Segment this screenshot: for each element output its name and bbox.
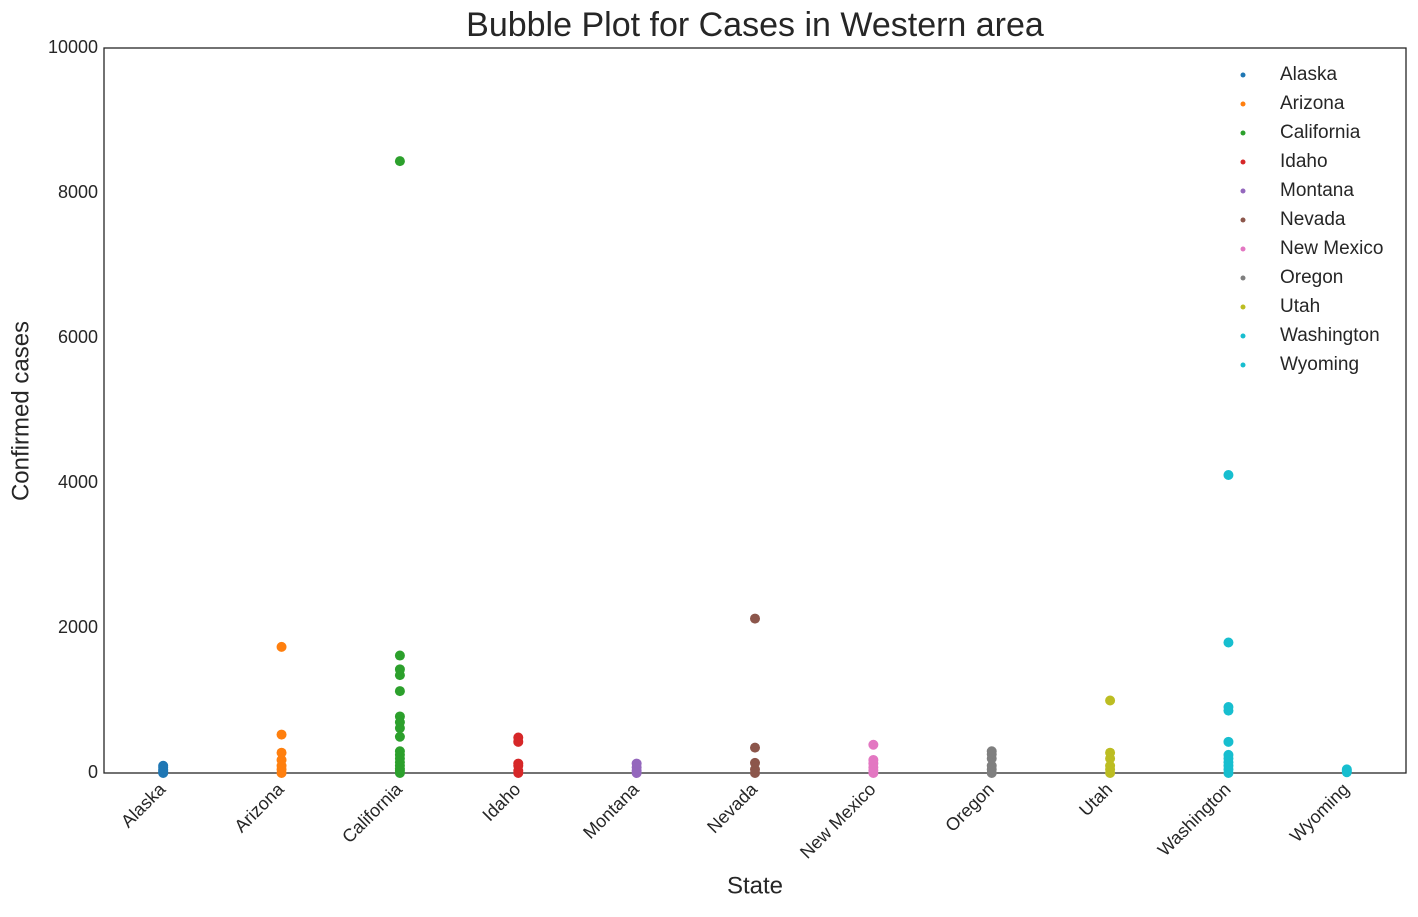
point (1223, 702, 1234, 713)
point (1223, 470, 1234, 481)
legend-label: Oregon (1280, 267, 1343, 288)
y-tick-label: 0 (88, 762, 98, 782)
point (1223, 637, 1234, 648)
point (750, 757, 760, 768)
legend-marker (1240, 304, 1246, 310)
legend-label: Arizona (1280, 93, 1345, 114)
legend-marker (1240, 188, 1246, 194)
point (276, 754, 287, 765)
point (394, 156, 405, 167)
legend-marker (1240, 275, 1246, 281)
legend-label: Alaska (1280, 64, 1337, 85)
y-axis-label: Confirmed cases (7, 321, 34, 501)
plot-frame (103, 47, 1407, 774)
legend-marker (1240, 333, 1246, 339)
point (394, 664, 405, 675)
point (986, 746, 997, 757)
legend-marker (1240, 362, 1246, 368)
x-tick-label: California (338, 778, 407, 847)
y-tick-label: 8000 (58, 182, 98, 202)
point (276, 729, 287, 740)
legend-label: Utah (1280, 296, 1320, 317)
x-tick-label: New Mexico (796, 779, 879, 862)
x-tick-label: Idaho (478, 779, 524, 825)
point (1105, 760, 1116, 771)
point (868, 739, 879, 750)
x-tick-label: Utah (1075, 779, 1116, 820)
legend-marker (1240, 246, 1246, 252)
point (1105, 695, 1116, 706)
x-tick-label: Nevada (703, 778, 762, 837)
point (394, 746, 405, 757)
x-tick-label: Oregon (941, 779, 998, 836)
x-tick-label: Wyoming (1286, 779, 1353, 846)
legend-label: New Mexico (1280, 238, 1383, 259)
point (394, 731, 405, 742)
chart-title: Bubble Plot for Cases in Western area (466, 6, 1044, 44)
point (158, 760, 169, 771)
legend-label: Idaho (1280, 151, 1328, 172)
legend-label: Washington (1280, 325, 1380, 346)
x-tick-label: Alaska (117, 778, 170, 831)
point (1223, 736, 1234, 747)
legend-marker (1240, 101, 1246, 107)
legend-label: Wyoming (1280, 354, 1359, 375)
legend-label: California (1280, 122, 1361, 143)
point (276, 747, 287, 758)
point (868, 754, 879, 765)
point (513, 732, 524, 743)
y-tick-label: 2000 (58, 617, 98, 637)
point (1105, 747, 1116, 758)
legend-marker (1240, 217, 1246, 223)
legend-label: Nevada (1280, 209, 1346, 230)
point (513, 758, 524, 769)
point (750, 613, 760, 624)
x-tick-label: Montana (579, 778, 643, 842)
point (276, 641, 287, 652)
legend-marker (1240, 130, 1246, 136)
y-tick-label: 10000 (48, 37, 98, 57)
point (631, 758, 642, 769)
point (986, 760, 997, 771)
point (1223, 749, 1234, 760)
x-axis-label: State (727, 872, 783, 899)
x-tick-label: Arizona (230, 778, 288, 836)
legend-marker (1240, 159, 1246, 165)
point (394, 711, 405, 722)
legend-marker (1240, 72, 1246, 78)
point (1341, 764, 1352, 775)
point (394, 686, 405, 697)
legend-label: Montana (1280, 180, 1354, 201)
point (750, 742, 760, 753)
point (394, 650, 405, 661)
x-tick-label: Washington (1154, 779, 1235, 860)
y-tick-label: 4000 (58, 472, 98, 492)
y-tick-label: 6000 (58, 327, 98, 347)
